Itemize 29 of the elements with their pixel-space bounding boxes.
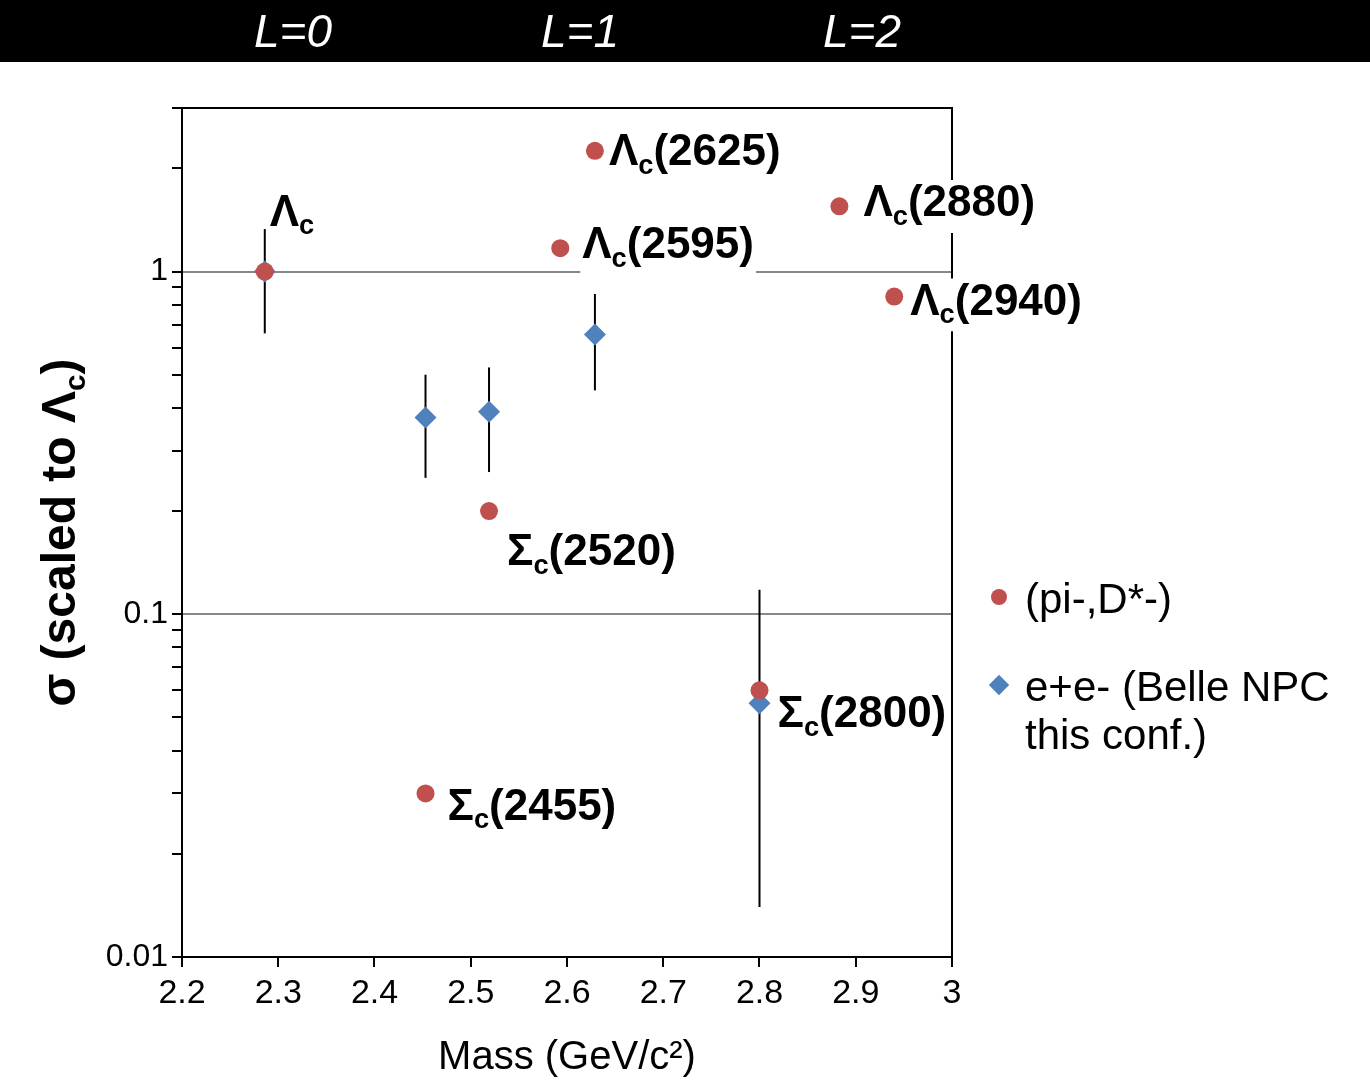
legend-label: (pi-,D*-) <box>1025 575 1172 623</box>
y-tick-label: 0.01 <box>105 936 168 973</box>
y-tick-label: 1 <box>150 251 168 288</box>
x-tick-label: 3 <box>942 971 962 1010</box>
point <box>478 400 501 423</box>
x-tick-label: 2.6 <box>543 971 591 1010</box>
point <box>885 287 904 306</box>
y-axis-title: σ (scaled to Λc) <box>32 358 91 707</box>
point <box>830 197 849 216</box>
text: L=1 <box>540 4 620 58</box>
point <box>750 681 769 700</box>
text: L=0 <box>253 4 333 58</box>
x-tick-label: 2.3 <box>254 971 302 1010</box>
x-tick-label: 2.4 <box>350 971 399 1010</box>
point <box>585 141 604 160</box>
point <box>414 406 437 429</box>
point <box>551 239 570 258</box>
point <box>480 502 499 521</box>
text: L=2 <box>822 4 902 58</box>
x-axis-title: Mass (GeV/c²) <box>438 1033 696 1078</box>
y-tick-label: 0.1 <box>123 594 168 631</box>
x-tick-label: 2.5 <box>447 971 495 1010</box>
x-tick-label: 2.2 <box>158 971 206 1010</box>
x-tick-label: 2.8 <box>735 971 784 1010</box>
x-tick-label: 2.9 <box>832 971 880 1010</box>
x-tick-label: 2.7 <box>639 971 687 1010</box>
point <box>583 323 606 346</box>
legend-label: e+e- (Belle NPC this conf.) <box>1025 663 1331 759</box>
point <box>416 784 435 803</box>
